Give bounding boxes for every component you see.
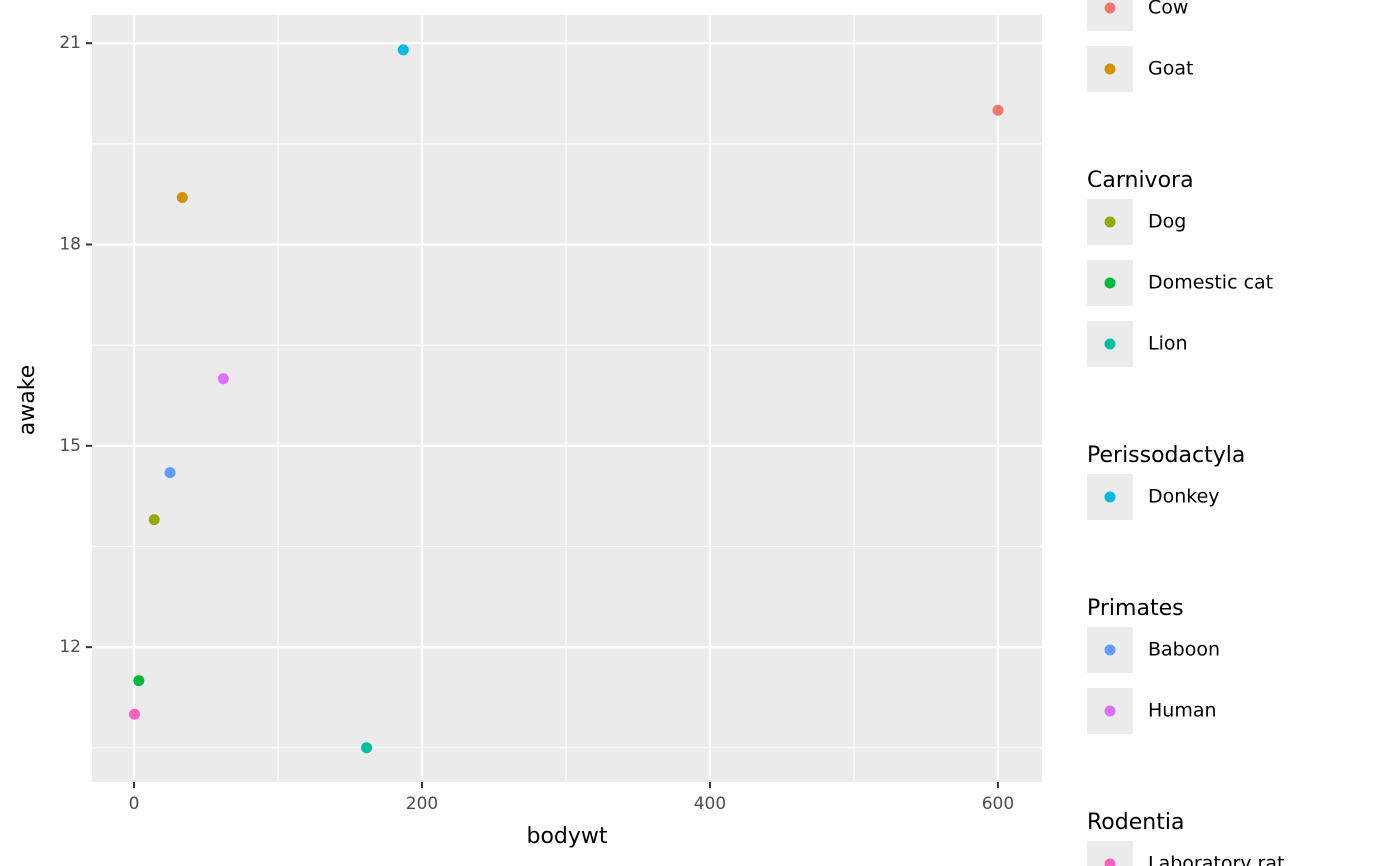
x-tick-label: 0 [129, 794, 140, 814]
legend-title: Rodentia [1087, 810, 1184, 835]
x-tick-label: 400 [694, 794, 726, 814]
point [176, 192, 188, 204]
legend-label: Human [1148, 700, 1217, 722]
y-tick-label: 21 [59, 33, 81, 53]
legend-symbol [1104, 63, 1116, 75]
legend-label: Goat [1148, 58, 1193, 80]
point [148, 514, 160, 526]
legend-symbol [1104, 2, 1116, 14]
point [992, 104, 1004, 116]
legend-label: Lion [1148, 333, 1188, 355]
y-tick-label: 18 [59, 234, 81, 254]
legend-symbol [1104, 644, 1116, 656]
legend-label: Dog [1148, 211, 1186, 233]
x-axis-title: bodywt [526, 824, 607, 849]
panel [92, 15, 1042, 782]
legend-symbol [1104, 705, 1116, 717]
legend-symbol [1104, 491, 1116, 503]
x-tick-label: 200 [406, 794, 438, 814]
legend-title: Perissodactyla [1087, 443, 1245, 468]
point [133, 675, 145, 687]
point [164, 467, 176, 479]
legend-symbol [1104, 858, 1116, 866]
y-tick-label: 12 [59, 637, 81, 657]
point [361, 742, 373, 754]
y-axis-title: awake [15, 365, 40, 435]
legend-symbol [1104, 277, 1116, 289]
legend-title: Primates [1087, 596, 1184, 621]
legend-symbol [1104, 216, 1116, 228]
legend-label: Laboratory rat [1148, 853, 1284, 866]
point [128, 708, 140, 720]
x-tick-label: 600 [982, 794, 1014, 814]
y-tick-label: 15 [59, 436, 81, 456]
legend-label: Donkey [1148, 486, 1220, 508]
legend-label: Domestic cat [1148, 272, 1273, 294]
point [397, 44, 409, 56]
legend-label: Baboon [1148, 639, 1220, 661]
legend-symbol [1104, 338, 1116, 350]
legend-title: Carnivora [1087, 168, 1194, 193]
point [217, 373, 229, 385]
legend-label: Cow [1148, 0, 1188, 19]
